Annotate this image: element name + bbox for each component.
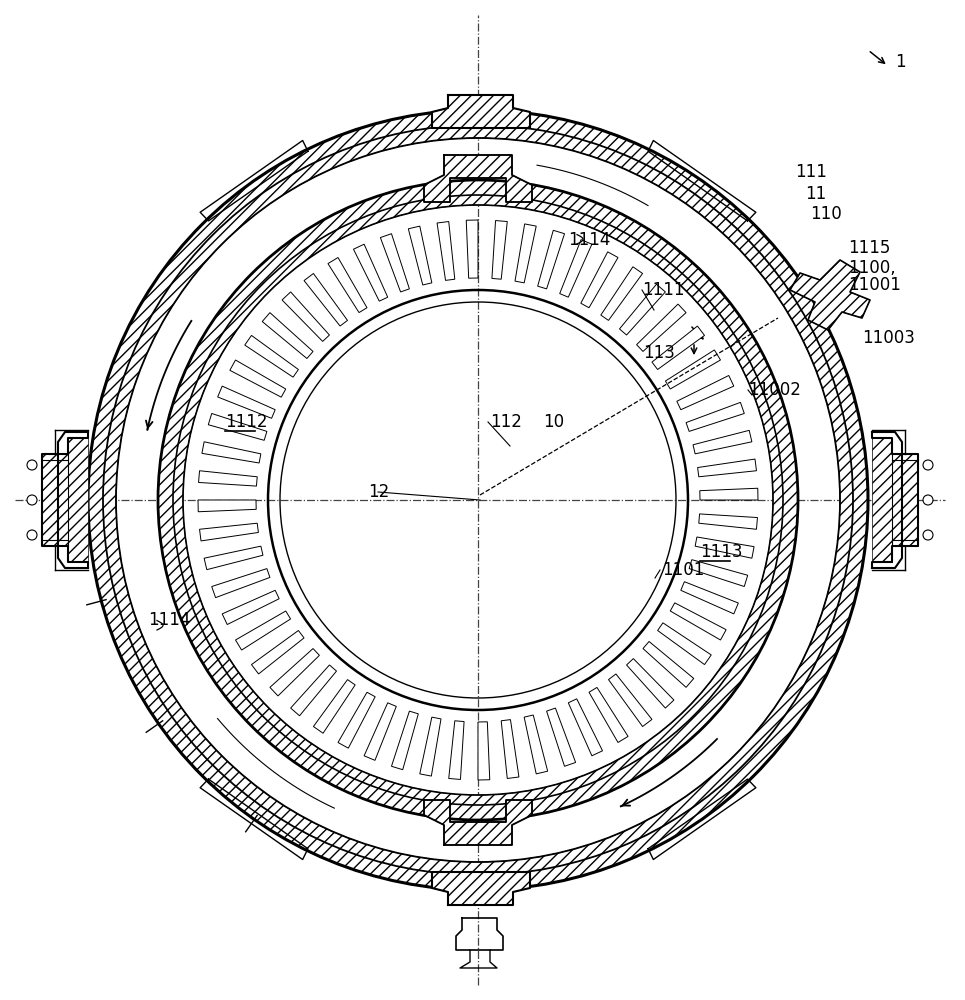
Polygon shape [700, 488, 758, 500]
Polygon shape [546, 708, 576, 766]
Text: 1113: 1113 [700, 543, 742, 561]
Text: 113: 113 [643, 344, 675, 362]
Polygon shape [230, 360, 286, 397]
Text: 10: 10 [543, 413, 565, 431]
Polygon shape [790, 260, 870, 330]
Circle shape [923, 460, 933, 470]
Text: 1: 1 [895, 53, 905, 71]
Polygon shape [199, 471, 258, 486]
Polygon shape [609, 674, 652, 727]
Text: 1115: 1115 [848, 239, 891, 257]
Polygon shape [290, 665, 337, 716]
Polygon shape [686, 402, 744, 431]
Circle shape [27, 460, 37, 470]
Polygon shape [424, 155, 532, 202]
Text: 11001: 11001 [848, 276, 901, 294]
Polygon shape [637, 304, 686, 351]
Polygon shape [200, 523, 259, 541]
Text: 1114: 1114 [568, 231, 611, 249]
Text: 11: 11 [805, 185, 826, 203]
Text: 111: 111 [795, 163, 827, 181]
Polygon shape [501, 720, 519, 778]
Polygon shape [671, 603, 726, 640]
Polygon shape [515, 224, 537, 283]
Polygon shape [408, 226, 432, 285]
Polygon shape [424, 800, 532, 845]
Wedge shape [88, 110, 868, 890]
Polygon shape [432, 95, 530, 128]
Polygon shape [652, 326, 704, 370]
Polygon shape [270, 649, 319, 696]
Text: 1112: 1112 [225, 413, 267, 431]
Polygon shape [492, 221, 508, 279]
Polygon shape [304, 273, 347, 326]
Polygon shape [437, 222, 455, 280]
Polygon shape [689, 560, 748, 587]
Text: 112: 112 [490, 413, 522, 431]
Polygon shape [245, 335, 298, 377]
Polygon shape [42, 438, 88, 562]
Polygon shape [364, 703, 397, 760]
Polygon shape [218, 386, 275, 418]
Polygon shape [620, 284, 665, 335]
Polygon shape [211, 569, 270, 598]
Polygon shape [353, 244, 388, 301]
Polygon shape [626, 659, 674, 708]
Polygon shape [432, 872, 530, 905]
Polygon shape [872, 438, 918, 562]
Polygon shape [478, 722, 490, 780]
Text: 1100,: 1100, [848, 259, 896, 277]
Text: 11003: 11003 [862, 329, 915, 347]
Polygon shape [538, 230, 565, 289]
Polygon shape [524, 715, 548, 774]
Circle shape [923, 530, 933, 540]
Polygon shape [666, 350, 721, 389]
Polygon shape [698, 459, 757, 477]
Polygon shape [198, 500, 256, 512]
Circle shape [27, 495, 37, 505]
Circle shape [923, 495, 933, 505]
Polygon shape [328, 258, 367, 313]
Polygon shape [205, 546, 263, 570]
Polygon shape [449, 721, 464, 779]
Polygon shape [338, 692, 375, 748]
Polygon shape [601, 267, 643, 320]
Polygon shape [202, 442, 261, 463]
Polygon shape [314, 680, 355, 733]
Wedge shape [158, 180, 798, 820]
Polygon shape [380, 234, 409, 292]
Text: 1101: 1101 [662, 561, 704, 579]
Polygon shape [589, 687, 628, 742]
Polygon shape [695, 537, 754, 558]
Polygon shape [676, 375, 733, 410]
Circle shape [27, 530, 37, 540]
Text: 1114: 1114 [148, 611, 190, 629]
Polygon shape [466, 220, 478, 278]
Polygon shape [392, 711, 418, 770]
Polygon shape [420, 717, 441, 776]
Polygon shape [657, 623, 711, 665]
Text: 11002: 11002 [748, 381, 801, 399]
Polygon shape [222, 590, 279, 625]
Polygon shape [699, 514, 758, 529]
Text: 110: 110 [810, 205, 841, 223]
Polygon shape [262, 313, 313, 359]
Polygon shape [560, 240, 592, 297]
Polygon shape [235, 611, 290, 650]
Polygon shape [693, 430, 752, 454]
Text: 12: 12 [368, 483, 389, 501]
Polygon shape [252, 630, 304, 674]
Polygon shape [643, 641, 694, 687]
Polygon shape [581, 252, 618, 308]
Text: 1111: 1111 [642, 281, 684, 299]
Polygon shape [208, 413, 267, 440]
Polygon shape [282, 292, 329, 341]
Polygon shape [568, 699, 602, 756]
Polygon shape [680, 582, 738, 614]
